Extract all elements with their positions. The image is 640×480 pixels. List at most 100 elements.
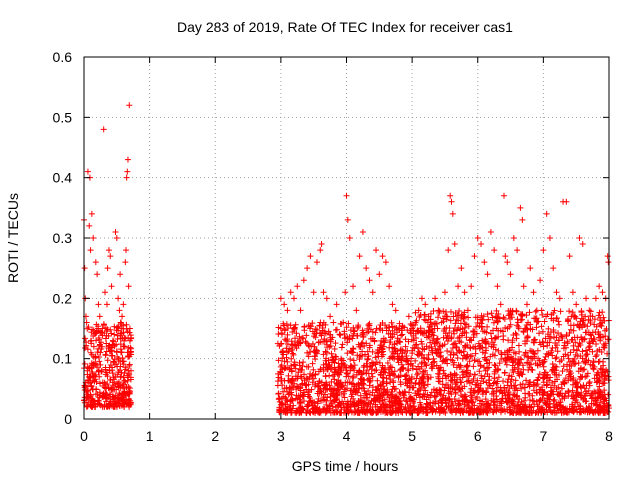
data-point <box>470 363 477 370</box>
data-point <box>509 397 516 404</box>
data-point <box>346 235 353 241</box>
data-point <box>93 362 100 369</box>
data-point <box>564 366 570 373</box>
data-point <box>454 355 461 362</box>
data-point <box>447 356 454 363</box>
data-point <box>350 332 357 339</box>
data-point <box>504 259 511 266</box>
data-point <box>306 374 313 381</box>
data-point <box>578 374 585 381</box>
data-point <box>387 379 394 386</box>
data-point <box>404 380 411 387</box>
data-point <box>277 295 284 302</box>
data-point <box>386 372 393 379</box>
data-point <box>592 390 599 397</box>
data-point <box>383 409 390 416</box>
data-point <box>591 388 598 395</box>
data-point <box>601 387 608 394</box>
data-point <box>88 383 95 390</box>
data-point <box>403 398 410 405</box>
data-point <box>336 409 343 416</box>
data-point <box>573 315 580 322</box>
data-point <box>418 295 425 302</box>
data-point <box>86 364 93 371</box>
data-point <box>291 380 298 387</box>
data-point <box>474 405 481 412</box>
data-point <box>405 367 412 374</box>
data-point <box>275 357 282 364</box>
data-point <box>543 351 550 358</box>
data-point <box>548 311 555 318</box>
data-point <box>463 370 470 377</box>
data-point <box>449 398 456 405</box>
data-point <box>550 329 557 336</box>
data-point <box>280 347 287 354</box>
data-point <box>542 353 549 360</box>
data-point <box>510 369 517 376</box>
data-point <box>478 241 485 248</box>
data-point <box>112 361 119 368</box>
data-point <box>540 379 547 386</box>
data-point <box>117 373 124 380</box>
data-point <box>432 320 439 327</box>
data-point <box>440 334 447 341</box>
data-point <box>490 402 497 409</box>
data-point <box>440 308 447 315</box>
data-point <box>409 384 416 391</box>
data-point <box>498 387 505 394</box>
data-point <box>116 391 123 398</box>
data-point <box>540 389 547 396</box>
data-point <box>455 325 462 332</box>
data-point <box>85 387 92 394</box>
data-point <box>513 307 520 314</box>
data-point <box>498 351 505 358</box>
data-point <box>537 277 544 284</box>
data-point <box>109 337 116 344</box>
data-point <box>82 335 89 342</box>
data-point <box>117 346 124 353</box>
data-point <box>442 409 449 416</box>
data-point <box>451 386 458 393</box>
data-point <box>85 399 92 406</box>
data-point <box>429 347 436 354</box>
data-point <box>450 328 457 335</box>
data-point <box>518 356 525 363</box>
data-point <box>415 307 422 314</box>
data-point <box>96 380 103 387</box>
data-point <box>546 235 553 241</box>
data-point <box>491 370 498 377</box>
data-point <box>287 289 294 296</box>
data-point <box>313 350 320 357</box>
data-point <box>574 334 581 341</box>
data-point <box>582 347 589 354</box>
data-point <box>300 391 307 398</box>
data-point <box>378 349 385 356</box>
data-point <box>126 362 133 369</box>
data-point <box>557 308 564 315</box>
data-point <box>545 325 552 332</box>
data-point <box>376 359 383 366</box>
data-point <box>354 352 361 359</box>
data-point <box>560 409 567 416</box>
data-point <box>556 358 563 365</box>
data-point <box>114 324 121 331</box>
data-point <box>445 247 452 254</box>
data-point <box>389 386 396 393</box>
data-point <box>368 408 375 415</box>
data-point <box>111 331 118 338</box>
data-point <box>588 400 595 407</box>
data-point <box>435 307 442 314</box>
data-point <box>285 348 292 355</box>
data-point <box>547 335 554 342</box>
data-point <box>389 354 396 361</box>
data-point <box>276 404 283 411</box>
data-point <box>577 365 584 372</box>
x-axis-label: GPS time / hours <box>292 458 399 474</box>
data-point <box>349 391 356 398</box>
data-point <box>278 340 285 347</box>
data-point <box>450 313 457 320</box>
data-point <box>324 366 331 373</box>
x-tick-label: 7 <box>539 428 547 444</box>
data-point <box>111 343 118 350</box>
data-point <box>385 330 392 337</box>
